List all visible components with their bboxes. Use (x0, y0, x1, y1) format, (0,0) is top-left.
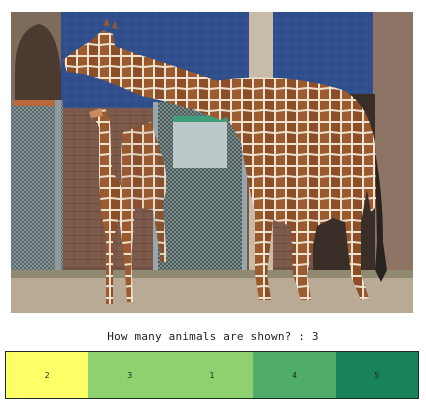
answer-option-label: 5 (374, 370, 380, 380)
answer-option-label: 4 (291, 370, 297, 380)
question-text: How many animals are shown? : 3 (107, 330, 319, 343)
answer-bar: 2 3 1 4 5 (5, 351, 419, 399)
answer-option[interactable]: 2 (6, 352, 89, 398)
answer-option-label: 1 (209, 370, 215, 380)
answer-option[interactable]: 5 (335, 352, 419, 398)
giraffe-photo (11, 12, 413, 313)
answer-option[interactable]: 3 (88, 352, 171, 398)
answer-option-label: 3 (127, 370, 133, 380)
answer-option-label: 2 (44, 370, 50, 380)
answer-option[interactable]: 4 (253, 352, 336, 398)
giraffe-photo-illustration (11, 12, 413, 313)
answer-option[interactable]: 1 (170, 352, 254, 398)
